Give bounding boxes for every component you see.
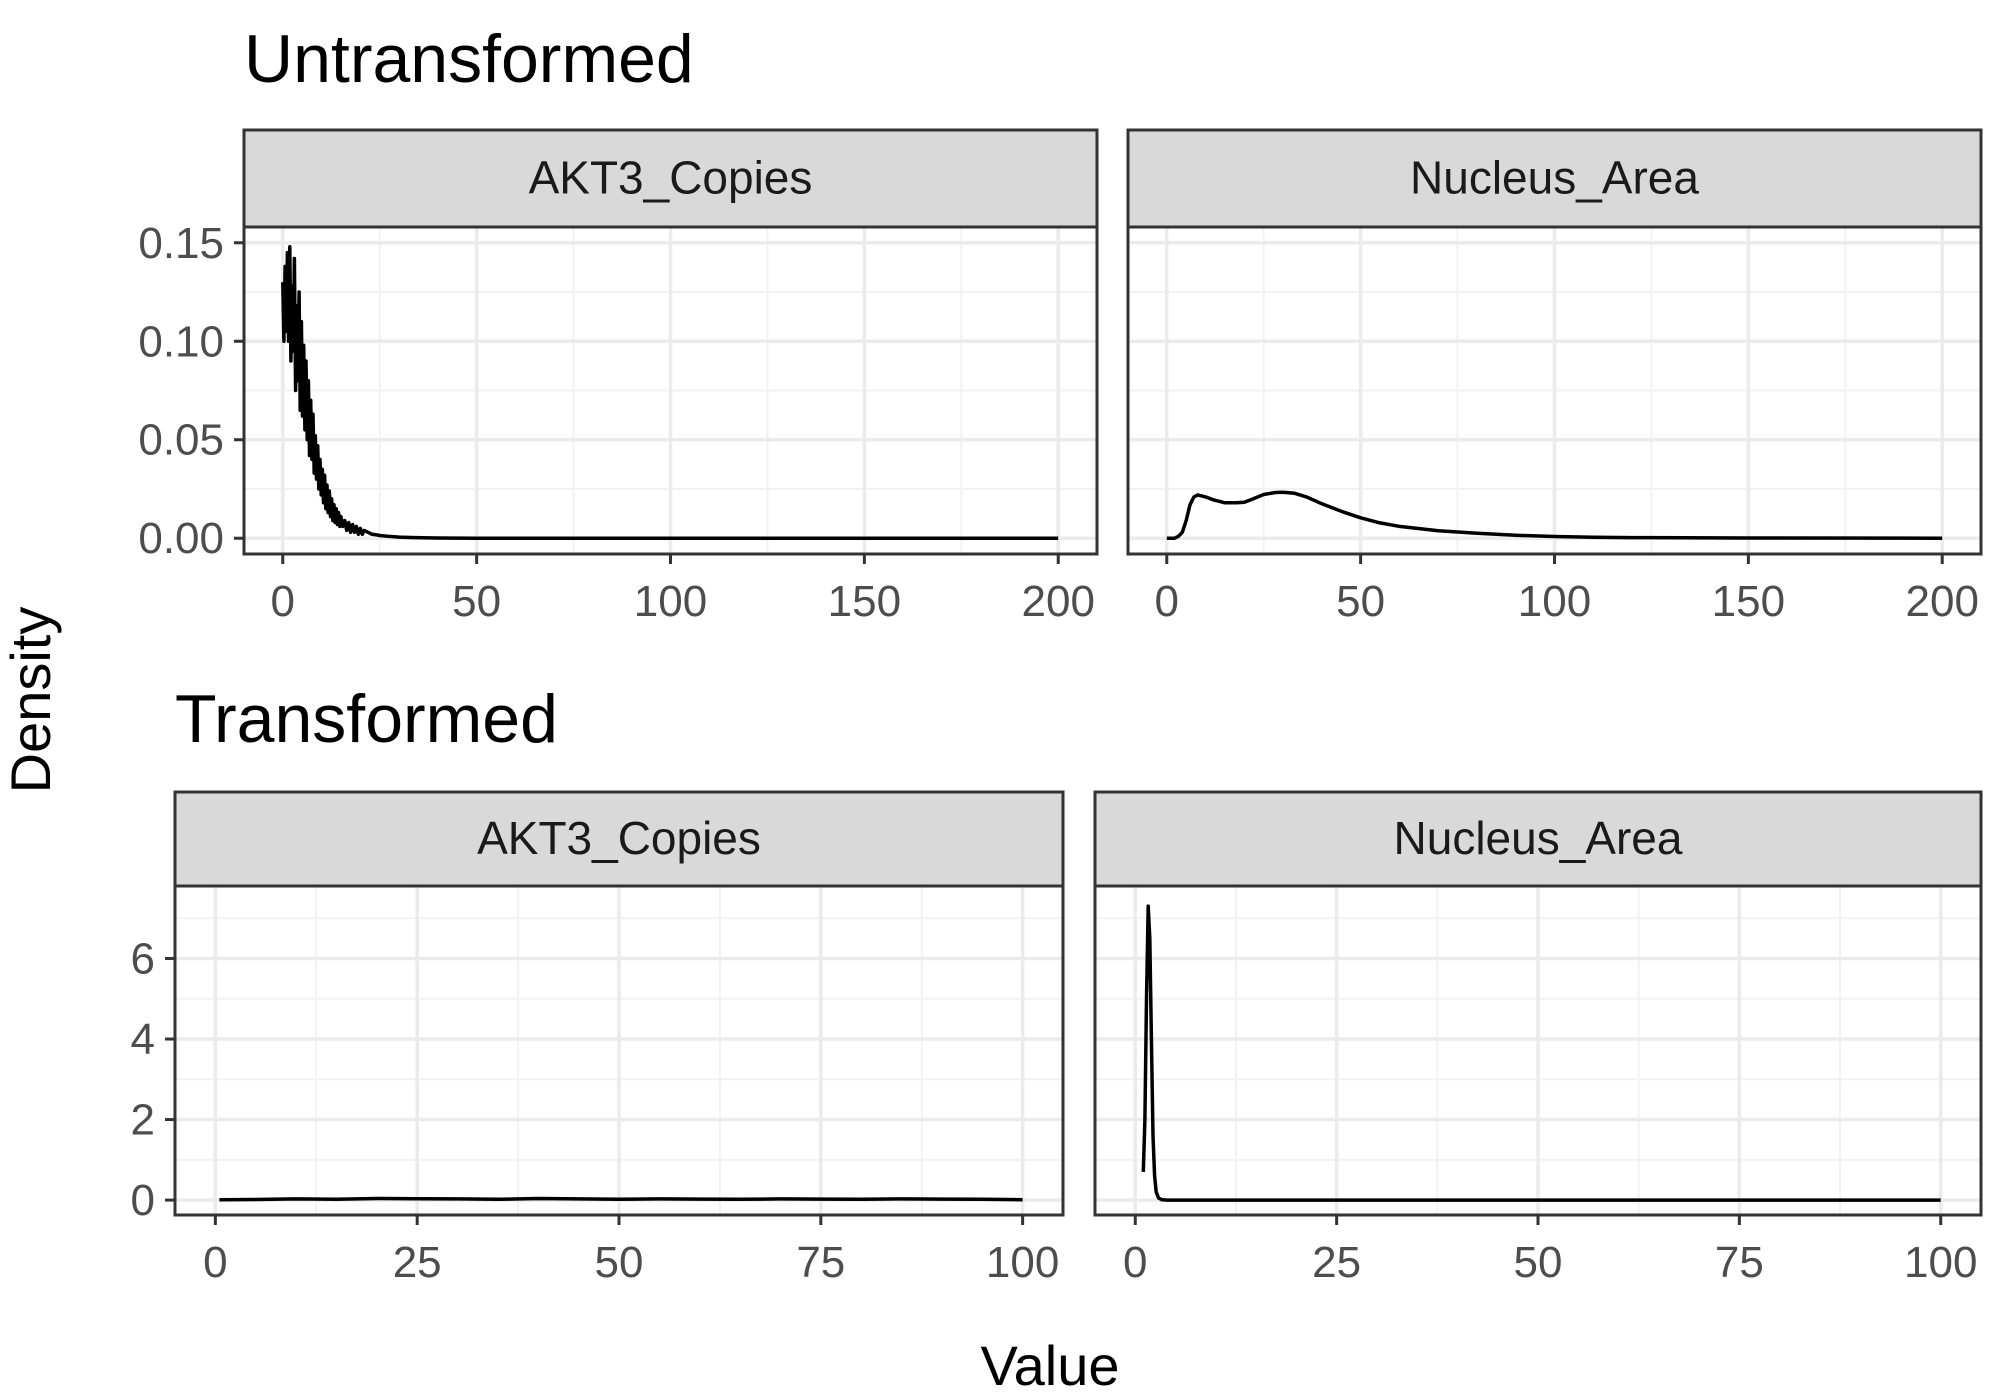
- facet-strip-label: Nucleus_Area: [1410, 152, 1699, 204]
- y-tick-label: 4: [131, 1015, 155, 1064]
- x-tick-label: 50: [1514, 1238, 1563, 1287]
- x-tick-label: 150: [828, 577, 901, 626]
- x-tick-label: 0: [1123, 1238, 1147, 1287]
- density-line: [1141, 904, 1941, 1202]
- x-tick-label: 25: [1312, 1238, 1361, 1287]
- x-tick-label: 75: [1715, 1238, 1764, 1287]
- y-tick-label: 0: [131, 1176, 155, 1225]
- y-tick-label: 0.05: [138, 416, 224, 465]
- facet-strip: [173, 790, 1065, 888]
- density-line: [1166, 490, 1943, 540]
- x-tick-label: 100: [634, 577, 707, 626]
- panel-transformed-akt3-copies: Transformed AKT3_Copies 0 25 50 75 100 0 2 4 6: [131, 681, 1065, 1287]
- y-tick-label: 0.15: [138, 219, 224, 268]
- x-tick-label: 50: [595, 1238, 644, 1287]
- x-tick-label: 0: [271, 577, 295, 626]
- x-tick-label: 200: [1906, 577, 1979, 626]
- x-axis-title: Value: [980, 1334, 1119, 1397]
- x-tick-label: 100: [986, 1238, 1059, 1287]
- x-tick-label: 150: [1712, 577, 1785, 626]
- panel-untransformed-nucleus-area: Nucleus_Area 0 50 100 150 200: [1126, 128, 1983, 626]
- y-tick-label: 0.10: [138, 317, 224, 366]
- x-tick-label: 50: [452, 577, 501, 626]
- facet-strip-label: Nucleus_Area: [1394, 812, 1683, 864]
- panel-untransformed-akt3-copies: Untransformed AKT3_Copies 0 50 100 150 200 0.00…: [138, 21, 1099, 626]
- y-axis-title: Density: [0, 607, 62, 794]
- y-tick-label: 0.00: [138, 514, 224, 563]
- x-tick-label: 0: [203, 1238, 227, 1287]
- y-tick-label: 6: [131, 934, 155, 983]
- x-tick-label: 0: [1155, 577, 1179, 626]
- panel-transformed-nucleus-area: Nucleus_Area 0 25 50 75 100: [1093, 790, 1983, 1287]
- x-tick-label: 100: [1904, 1238, 1977, 1287]
- facet-strip-label: AKT3_Copies: [477, 812, 761, 864]
- density-line: [281, 244, 1059, 540]
- x-tick-label: 200: [1022, 577, 1095, 626]
- facet-strip: [242, 128, 1099, 229]
- facet-strip: [1093, 790, 1983, 888]
- x-tick-label: 50: [1336, 577, 1385, 626]
- x-tick-label: 100: [1518, 577, 1591, 626]
- density-line: [219, 1196, 1023, 1202]
- x-tick-label: 75: [796, 1238, 845, 1287]
- row-title-transformed: Transformed: [175, 681, 558, 757]
- facet-strip-label: AKT3_Copies: [529, 152, 813, 204]
- row-title-untransformed: Untransformed: [244, 21, 694, 97]
- x-tick-label: 25: [393, 1238, 442, 1287]
- y-tick-label: 2: [131, 1096, 155, 1145]
